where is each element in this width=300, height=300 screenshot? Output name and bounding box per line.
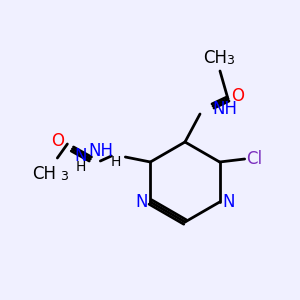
Text: N: N: [135, 193, 148, 211]
Text: H: H: [75, 160, 85, 174]
Text: N: N: [222, 193, 235, 211]
Text: N: N: [75, 147, 87, 165]
Text: 3: 3: [226, 55, 234, 68]
Text: NH: NH: [88, 142, 113, 160]
Text: H: H: [110, 155, 121, 169]
Text: CH: CH: [32, 165, 56, 183]
Text: O: O: [51, 132, 64, 150]
Text: O: O: [232, 87, 244, 105]
Text: NH: NH: [212, 100, 237, 118]
Text: 3: 3: [60, 170, 68, 184]
Text: Cl: Cl: [247, 150, 263, 168]
Text: CH: CH: [203, 49, 227, 67]
